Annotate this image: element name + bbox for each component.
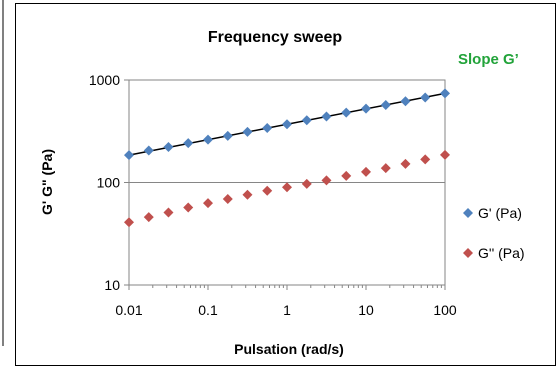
- x-tick-label: 1: [283, 302, 291, 318]
- g-prime-point: [163, 141, 174, 152]
- g-prime-point: [301, 115, 312, 126]
- x-tick-label: 0.1: [198, 302, 218, 318]
- g-prime-point: [124, 150, 134, 161]
- x-axis-title: Pulsation (rad/s): [234, 341, 344, 357]
- g-double-prime-point: [380, 163, 391, 174]
- g-prime-point: [380, 100, 391, 111]
- x-tick-label: 10: [358, 302, 374, 318]
- g-prime-point: [222, 130, 233, 141]
- g-prime-point: [341, 107, 352, 118]
- legend-label-g-prime: G' (Pa): [478, 205, 522, 221]
- g-double-prime-point: [143, 212, 154, 223]
- y-axis-title: G' G" (Pa): [39, 149, 55, 215]
- g-double-prime-point: [222, 194, 233, 205]
- g-double-prime-point: [400, 158, 411, 169]
- y-tick-label: 100: [97, 175, 121, 191]
- g-double-prime-point: [440, 149, 450, 160]
- g-prime-point: [183, 138, 194, 149]
- g-double-prime-point: [262, 185, 273, 196]
- legend-marker-g-double-prime: [463, 248, 473, 258]
- g-prime-point: [242, 126, 253, 137]
- y-tick-label: 1000: [89, 72, 120, 88]
- g-double-prime-point: [163, 207, 174, 218]
- g-prime-point: [203, 134, 213, 145]
- x-tick-label: 100: [433, 302, 457, 318]
- g-double-prime-point: [420, 154, 431, 165]
- legend: G' (Pa) G'' (Pa): [463, 205, 525, 261]
- g-prime-point: [262, 123, 273, 134]
- g-prime-point: [420, 92, 431, 103]
- data-marks: [124, 88, 450, 228]
- x-tick-label: 0.01: [115, 302, 142, 318]
- y-tick-label: 10: [104, 277, 120, 293]
- g-prime-point: [282, 119, 292, 130]
- g-double-prime-point: [203, 198, 213, 209]
- g-prime-point: [361, 103, 371, 114]
- g-double-prime-point: [124, 217, 134, 228]
- chart-title: Frequency sweep: [208, 29, 343, 46]
- g-prime-point: [440, 88, 450, 99]
- g-prime-point: [321, 111, 332, 122]
- g-double-prime-point: [321, 175, 332, 186]
- slope-annotation: Slope G’: [458, 51, 519, 68]
- g-double-prime-point: [242, 189, 253, 200]
- g-double-prime-point: [301, 178, 312, 189]
- g-prime-point: [400, 96, 411, 107]
- axes: 10 100 1000 0.01 0.1 1 10 100: [89, 72, 457, 318]
- g-double-prime-point: [282, 182, 292, 193]
- g-double-prime-point: [183, 202, 194, 213]
- legend-label-g-double-prime: G'' (Pa): [478, 245, 525, 261]
- legend-marker-g-prime: [463, 208, 473, 218]
- g-double-prime-point: [361, 166, 371, 177]
- g-double-prime-point: [341, 170, 352, 181]
- g-prime-point: [143, 145, 154, 156]
